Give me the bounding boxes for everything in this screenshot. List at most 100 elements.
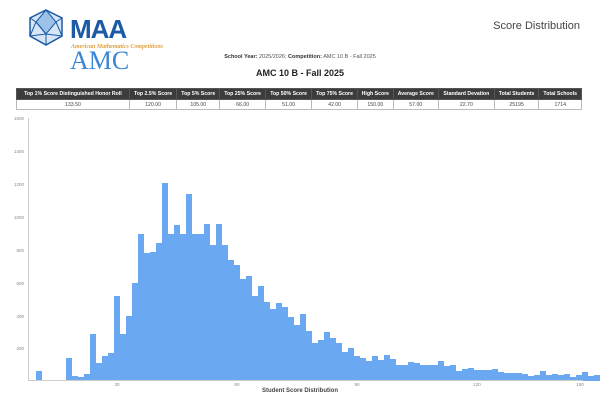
value-std-dev: 22.70 [437, 99, 495, 110]
histogram-bar [384, 354, 391, 381]
value-total-students: 25195 [493, 99, 540, 110]
histogram-bar [192, 233, 199, 381]
value-high-score: 150.00 [357, 99, 394, 110]
histogram-bar [366, 361, 373, 381]
histogram-bar [552, 374, 559, 381]
value-top-1: 133.50 [16, 99, 130, 110]
y-tick-label: 800 [16, 248, 24, 253]
value-top-25: 66.00 [219, 99, 267, 110]
value-top-50: 51.00 [265, 99, 313, 110]
histogram-bars [0, 110, 600, 381]
histogram-bar [408, 362, 415, 381]
histogram-bar [336, 343, 343, 381]
page-title: Score Distribution [493, 20, 580, 32]
header-std-dev: Standard Devation [437, 88, 495, 100]
histogram-bar [210, 245, 217, 381]
histogram-bar [396, 364, 403, 381]
x-tick-label: 150 [576, 382, 584, 387]
school-year-value: 2025/2026; [258, 54, 287, 60]
histogram-bar [276, 303, 283, 381]
value-total-schools: 1714 [538, 99, 582, 110]
histogram-bar [570, 376, 577, 381]
histogram-bar [540, 371, 547, 381]
header-top-75: Top 75% Score [311, 88, 359, 100]
value-top-5: 105.00 [176, 99, 221, 110]
histogram-bar [282, 307, 289, 381]
histogram-bar [90, 333, 97, 381]
histogram-bar [174, 225, 181, 381]
x-tick-label: 30 [114, 382, 120, 387]
y-axis [28, 118, 29, 381]
y-tick-label: 200 [16, 346, 24, 351]
x-axis-title: Student Score Distribution [261, 388, 338, 394]
histogram-bar [546, 375, 553, 381]
maa-amc-logo: MAA AMC American Mathematics Competition… [18, 8, 168, 75]
y-tick-label: 1200 [13, 182, 24, 187]
histogram-bar [84, 374, 91, 381]
histogram-bar [300, 313, 307, 381]
histogram-bar [576, 374, 583, 381]
histogram-bar [288, 317, 295, 381]
histogram-bar [462, 368, 469, 381]
histogram-bar [348, 348, 355, 381]
logo-wordmark: MAA AMC [70, 14, 130, 75]
value-top-2-5: 120.00 [128, 99, 178, 110]
histogram-bar [234, 264, 241, 381]
histogram-bar [522, 373, 529, 381]
histogram-bar [450, 364, 457, 381]
histogram-bar [414, 362, 421, 381]
histogram-bar [474, 369, 481, 381]
histogram-bar [186, 194, 193, 381]
header-top-50: Top 50% Score [265, 88, 313, 100]
histogram-bar [78, 376, 85, 381]
histogram-bar [318, 340, 325, 381]
histogram-bar [492, 368, 499, 381]
histogram-bar [204, 223, 211, 381]
y-tick-label: 400 [16, 314, 24, 319]
logo-tagline: American Mathematics Competitions [71, 44, 164, 50]
header-high-score: High Score [357, 88, 394, 100]
histogram-bar [444, 366, 451, 381]
header-top-1: Top 1% Score Distinguished Honor Roll [16, 88, 130, 100]
histogram-bar [258, 286, 265, 381]
histogram-bar [156, 243, 163, 381]
histogram-bar [426, 364, 433, 381]
histogram-bar [102, 356, 109, 381]
histogram-bar [36, 371, 43, 381]
competition-value: AMC 10 B - Fall 2025 [323, 54, 376, 60]
histogram-bar [468, 367, 475, 381]
histogram-bar [108, 353, 115, 381]
histogram-bar [516, 372, 523, 381]
header-average: Average Score [392, 88, 439, 100]
histogram-bar [402, 365, 409, 381]
y-tick-label: 600 [16, 281, 24, 286]
histogram-bar [240, 279, 247, 381]
histogram-bar [564, 373, 571, 381]
histogram-bar [144, 253, 151, 381]
y-tick-label: 1000 [13, 215, 24, 220]
y-tick-label: 1600 [13, 116, 24, 121]
histogram-bar [66, 358, 73, 381]
x-tick-label: 90 [354, 382, 360, 387]
histogram-bar [510, 373, 517, 381]
header-top-25: Top 25% Score [219, 88, 267, 100]
histogram-bar [432, 365, 439, 381]
histogram-bar [582, 372, 589, 381]
histogram-bar [270, 308, 277, 381]
x-tick-label: 120 [473, 382, 481, 387]
histogram-bar [378, 359, 385, 381]
stats-header-row: Top 1% Score Distinguished Honor Roll To… [16, 88, 582, 100]
score-distribution-chart: 1600 1400 1200 1000 800 600 400 200 30 6… [0, 110, 600, 405]
histogram-bar [138, 233, 145, 381]
histogram-bar [588, 376, 595, 381]
histogram-bar [498, 372, 505, 381]
histogram-bar [438, 361, 445, 381]
histogram-bar [246, 276, 253, 381]
histogram-bar [486, 369, 493, 381]
histogram-bar [72, 376, 79, 381]
filter-summary: School Year: 2025/2026; Competition: AMC… [0, 54, 600, 60]
histogram-bar [180, 233, 187, 381]
histogram-bar [114, 295, 121, 381]
histogram-bar [456, 371, 463, 381]
y-tick-label: 1400 [13, 149, 24, 154]
